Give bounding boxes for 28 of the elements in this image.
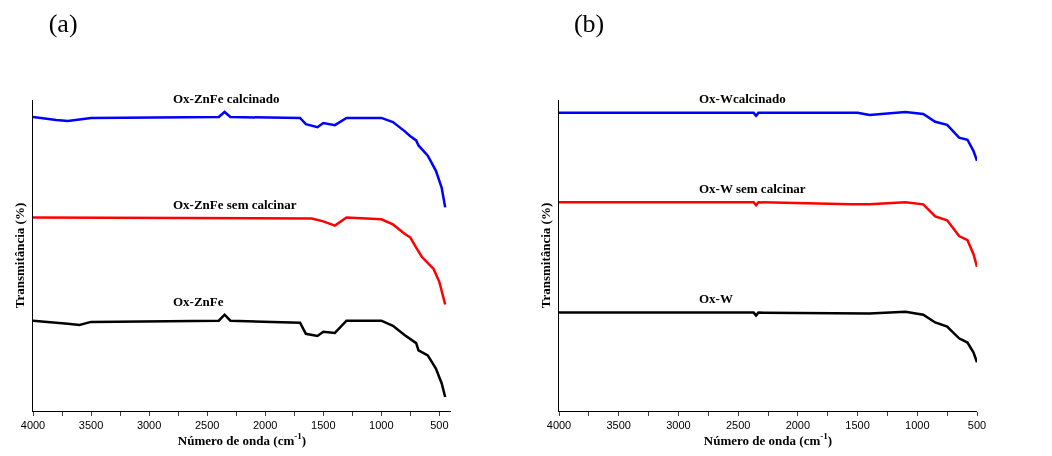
x-tick-label: 4000 [20, 419, 46, 432]
x-tick-label: 2500 [725, 419, 751, 432]
x-tick-label: 500 [430, 419, 449, 432]
x-tick-label: 3000 [666, 419, 691, 432]
series-label: Ox-Wcalcinado [699, 91, 786, 106]
series-label: Ox-W [699, 291, 733, 306]
x-tick-label: 1000 [369, 419, 394, 432]
series-label: Ox-W sem calcinar [699, 181, 806, 196]
x-axis-title: Número de onda (cm$^{-1}$) [703, 431, 833, 448]
x-tick-label: 1000 [905, 419, 930, 432]
x-tick-label: 4000 [546, 419, 572, 432]
chart-title: (b) [573, 8, 605, 38]
chart-title: (a) [48, 8, 78, 38]
x-tick-label: 1500 [311, 419, 336, 432]
x-axis-title: Número de onda (cm$^{-1}$) [177, 431, 307, 448]
y-axis-title: Transmitância (%) [11, 202, 27, 309]
x-tick-label: 3000 [136, 419, 162, 432]
x-tick-label: 3500 [78, 419, 104, 432]
series-label: Ox-ZnFe calcinado [173, 91, 280, 106]
y-axis-title: Transmitância (%) [537, 202, 553, 309]
x-tick-label: 3500 [606, 419, 631, 432]
x-tick-label: 500 [967, 419, 987, 432]
x-tick-label: 2000 [252, 419, 278, 432]
x-tick-label: 2500 [194, 419, 220, 432]
x-tick-label: 2000 [785, 419, 811, 432]
series-label: Ox-ZnFe [173, 294, 224, 309]
series-label: Ox-ZnFe sem calcinar [173, 197, 297, 212]
x-tick-label: 1500 [845, 419, 870, 432]
